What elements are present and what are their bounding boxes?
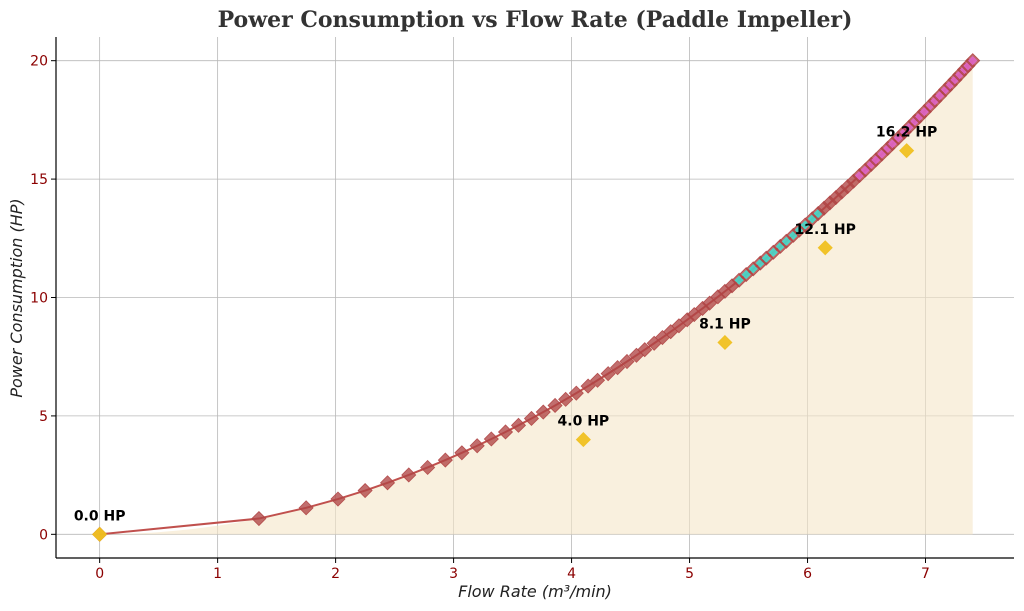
- y-axis-label: Power Consumption (HP): [7, 198, 26, 397]
- data-point-marker: [483, 431, 499, 447]
- chart-title: Power Consumption vs Flow Rate (Paddle I…: [218, 7, 853, 33]
- annotation-label: 16.2 HP: [876, 125, 937, 141]
- highlight-point-marker: [741, 270, 751, 280]
- highlight-point-marker: [935, 91, 945, 101]
- annotated-point-marker: [717, 334, 733, 351]
- annotations: 0.0 HP 4.0 HP 8.1 HP 12.1 HP 16.2 HP: [74, 125, 938, 525]
- highlight-point-marker: [919, 107, 929, 117]
- data-point-marker: [401, 467, 417, 483]
- annotated-point-marker: [92, 526, 108, 542]
- data-point-marker: [589, 372, 606, 388]
- highlight-point-marker: [887, 139, 898, 149]
- highlight-point-marker: [800, 220, 810, 230]
- area-fill: [99, 60, 973, 535]
- data-point-marker: [610, 360, 626, 376]
- y-tick-label: 15: [30, 172, 48, 188]
- data-point-marker: [330, 491, 346, 507]
- data-point-marker: [637, 342, 653, 358]
- area-under-curve: [99, 60, 973, 535]
- annotated-point-marker: [899, 143, 915, 159]
- data-point-marker: [497, 424, 514, 440]
- x-tick-label: 6: [803, 566, 812, 582]
- x-tick-label: 2: [331, 566, 340, 582]
- x-tick-label: 0: [95, 566, 104, 582]
- axes: 0 1 2 3 4 5 6 7 0 5 10 15 20: [30, 37, 1014, 582]
- highlight-point-marker: [781, 236, 791, 246]
- highlight-point-marker: [761, 253, 771, 263]
- data-point-marker: [535, 404, 551, 420]
- annotation-label: 8.1 HP: [699, 316, 751, 332]
- data-point-marker: [600, 366, 616, 382]
- data-point-marker: [568, 385, 584, 401]
- x-tick-label: 4: [567, 566, 576, 582]
- data-point-marker: [580, 378, 596, 394]
- data-point-marker: [558, 391, 574, 407]
- highlight-point-marker: [748, 264, 758, 274]
- highlight-point-marker: [893, 133, 903, 143]
- y-tick-label: 0: [39, 527, 48, 543]
- data-point-marker: [298, 500, 314, 516]
- y-tick-label: 10: [30, 291, 48, 307]
- x-tick-label: 3: [449, 566, 458, 582]
- data-point-marker: [469, 438, 485, 454]
- annotation-label: 0.0 HP: [74, 508, 126, 524]
- data-point-marker: [379, 475, 396, 491]
- series-markers: [92, 53, 981, 542]
- annotated-point-marker: [817, 240, 833, 256]
- annotated-point-marker: [575, 432, 591, 448]
- highlight-point-marker: [871, 155, 881, 165]
- highlight-point-marker: [734, 275, 744, 285]
- data-point-marker: [619, 353, 635, 370]
- data-point-marker: [454, 445, 470, 461]
- highlight-point-marker: [877, 149, 887, 159]
- data-point-marker: [357, 482, 373, 499]
- data-point-marker: [523, 410, 540, 427]
- x-tick-label: 7: [921, 566, 930, 582]
- annotation-label: 12.1 HP: [795, 222, 856, 238]
- highlight-point-marker: [904, 122, 914, 132]
- data-point-marker: [437, 452, 453, 468]
- annotation-label: 4.0 HP: [558, 414, 610, 430]
- data-point-marker: [251, 510, 267, 527]
- data-point-marker: [547, 397, 563, 414]
- data-point-marker: [420, 459, 436, 476]
- highlight-point-marker: [968, 56, 978, 66]
- y-tick-label: 5: [39, 409, 48, 425]
- highlight-point-marker: [768, 247, 778, 257]
- x-axis-label: Flow Rate (m³/min): [458, 582, 612, 601]
- x-tick-label: 5: [685, 566, 694, 582]
- y-tick-label: 20: [30, 54, 48, 70]
- data-point-marker: [510, 417, 527, 433]
- x-tick-label: 1: [213, 566, 222, 582]
